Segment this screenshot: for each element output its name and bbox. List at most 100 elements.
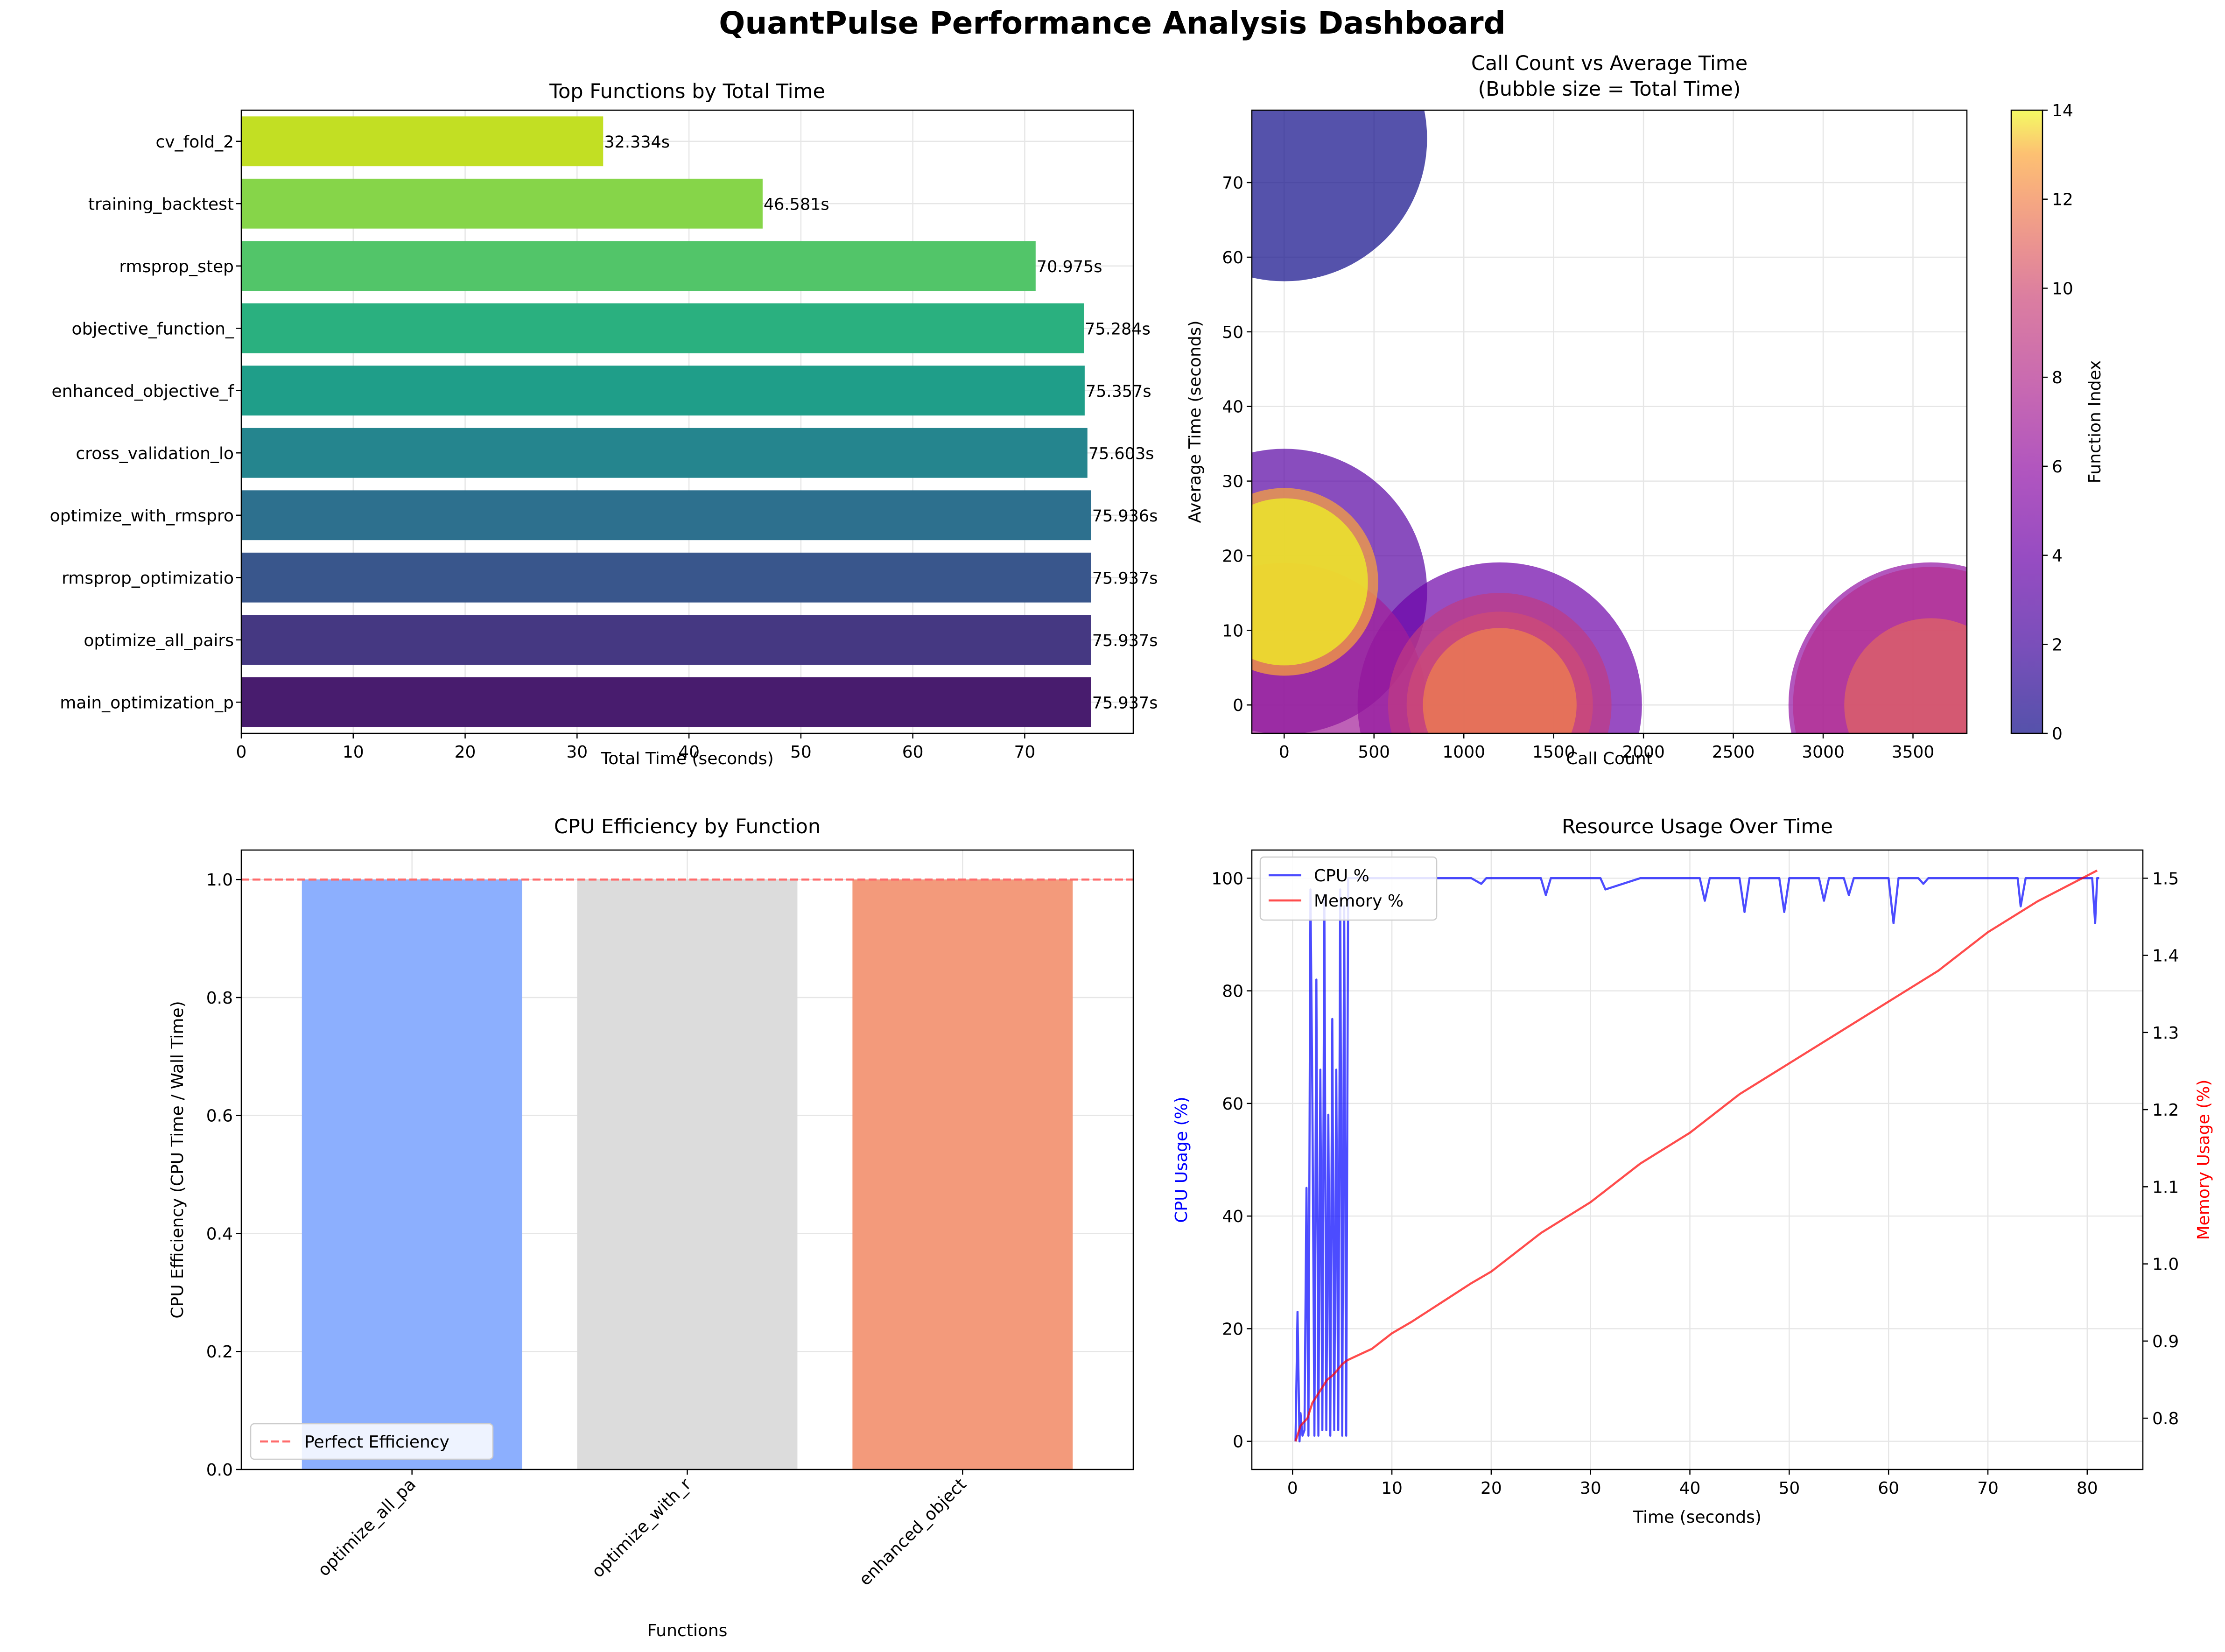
x-axis-label: Functions [647,1621,728,1640]
y-right-tick-label: 1.3 [2152,1024,2179,1043]
bubble-layer [1252,110,1967,733]
bar-data-label: 75.357s [1086,382,1151,401]
x-axis-label: Call Count [1566,749,1653,768]
y-tick-label: 50 [1222,323,1243,342]
colorbar-tick-label: 4 [2052,547,2063,566]
x-tick-label: 80 [2077,1479,2098,1498]
bubble-point [1252,498,1368,666]
colorbar [2011,110,2043,733]
y-right-axis-label: Memory Usage (%) [2194,1080,2213,1240]
colorbar-tick-label: 2 [2052,635,2063,654]
x-tick-label: 60 [1878,1479,1899,1498]
colorbar-tick-label: 8 [2052,368,2063,387]
category-tick-label: cv_fold_2 [155,133,234,152]
x-tick-label: 0 [1279,743,1290,762]
bar [577,879,798,1469]
bar-data-label: 75.603s [1088,444,1154,463]
x-tick-label: 2000 [1622,743,1665,762]
x-tick-label: 70 [1977,1479,1999,1498]
call-count-bubble-chart: 0 500 1000 1500 2000 2500 3000 3500010203040506… [1186,52,2105,768]
y-right-tick-label: 0.8 [2152,1409,2179,1428]
chart-title: Resource Usage Over Time [1562,815,1833,838]
colorbar-tick-label: 10 [2052,279,2073,298]
y-tick-label: 0.4 [206,1224,233,1244]
plot-frame [1251,109,1968,734]
bar [241,677,1091,727]
bar [241,366,1085,416]
category-tick-label: main_optimization_p [60,693,234,712]
bar [241,241,1036,291]
legend-label: Memory % [1314,892,1404,911]
cpu-efficiency-chart: optimize_all_pa optimize_with_r enhanced_o… [168,815,1134,1640]
x-tick-label: 50 [790,743,812,762]
category-tick-label: optimize_all_pa [314,1475,420,1580]
legend: CPU % Memory % [1259,856,1438,921]
bar-data-label: 75.936s [1092,507,1158,526]
y-right-tick-label: 0.9 [2152,1332,2179,1351]
category-tick-label: cross_validation_lo [76,444,234,463]
x-tick-label: 1000 [1442,743,1485,762]
chart-title-line: Call Count vs Average Time [1471,52,1748,75]
legend: Perfect Efficiency [250,1423,494,1460]
bar-data-label: 46.581s [764,195,829,214]
bar [302,879,522,1469]
x-tick-label: 50 [1778,1479,1800,1498]
x-tick-label: 3000 [1802,743,1845,762]
x-tick-label: 30 [1580,1479,1601,1498]
x-tick-label: 500 [1358,743,1390,762]
x-tick-label: 2500 [1712,743,1755,762]
x-axis-label: Time (seconds) [1633,1508,1762,1527]
bar [852,879,1073,1469]
x-tick-label: 10 [343,743,364,762]
category-tick-label: rmsprop_step [119,257,234,276]
y-tick-label: 40 [1222,1207,1243,1226]
chart-title: CPU Efficiency by Function [554,815,821,838]
cpu-series-line [1294,877,2099,1442]
chart-title-line: (Bubble size = Total Time) [1478,77,1741,101]
bubble-point [1252,110,1427,281]
colorbar-tick-label: 6 [2052,457,2063,477]
legend-box [1259,856,1438,921]
y-tick-label: 0 [1233,696,1243,715]
resource-usage-chart: 0 10 20 30 40 50 60 70 80 0 20 40 60 80 100 0.8 0.9 1.0 1.… [1172,815,2213,1527]
bubble-point [1844,618,1967,733]
x-tick-label: 40 [1679,1479,1701,1498]
legend-box [250,1423,494,1460]
bar-data-label: 75.937s [1092,694,1158,712]
plot-frame [240,849,1134,1470]
bar-data-label: 70.975s [1037,258,1102,276]
y-tick-label: 100 [1211,869,1243,888]
x-axis-label: Total Time (seconds) [600,749,773,768]
colorbar-label: Function Index [2085,360,2105,484]
category-tick-label: enhanced_objective_f [51,382,234,401]
y-tick-label: 0.0 [206,1461,233,1480]
bar [241,490,1091,541]
x-tick-label: 60 [902,743,924,762]
y-tick-label: 60 [1222,1095,1243,1114]
category-tick-label: enhanced_object [856,1475,970,1589]
plot-frame [1251,849,2144,1470]
y-tick-label: 0.8 [206,989,233,1008]
bar-data-label: 75.937s [1092,569,1158,588]
y-right-tick-label: 1.4 [2152,947,2179,966]
x-tick-label: 70 [1014,743,1036,762]
y-axis-label: CPU Usage (%) [1172,1097,1191,1223]
y-tick-label: 20 [1222,547,1243,566]
y-tick-label: 30 [1222,472,1243,492]
category-tick-label: objective_function_ [72,319,234,338]
x-tick-label: 3500 [1892,743,1935,762]
category-tick-label: optimize_all_pairs [84,631,234,650]
y-right-tick-label: 1.1 [2152,1178,2179,1197]
category-tick-label: rmsprop_optimizatio [62,569,234,588]
y-tick-label: 70 [1222,174,1243,193]
colorbar-tick-label: 12 [2052,190,2073,210]
y-tick-label: 0.2 [206,1343,233,1362]
plot-frame [240,109,1134,734]
x-tick-label: 40 [678,743,700,762]
chart-title: Top Functions by Total Time [549,80,825,103]
y-right-tick-label: 1.2 [2152,1101,2179,1120]
bar [241,303,1084,353]
bar-data-label: 75.937s [1092,632,1158,650]
bar [241,552,1091,603]
